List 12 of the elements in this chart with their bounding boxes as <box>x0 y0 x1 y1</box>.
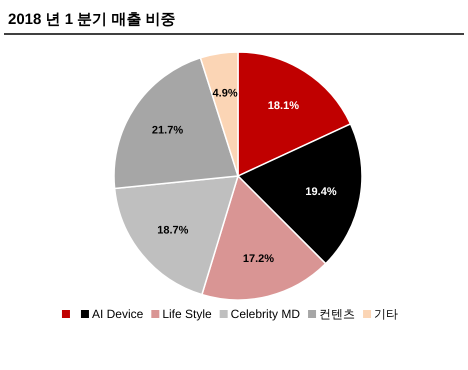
legend-label: 기타 <box>374 307 398 321</box>
data-label: 18.7% <box>157 224 189 237</box>
chart-title: 2018 년 1 분기 매출 비중 <box>8 11 176 28</box>
data-label: 4.9% <box>212 88 238 100</box>
legend-label: 컨텐츠 <box>319 307 356 321</box>
data-label: 17.2% <box>242 252 274 265</box>
legend-label: Life Style <box>162 307 212 321</box>
legend-label: Celebrity MD <box>230 307 300 321</box>
data-label: 18.1% <box>268 100 300 112</box>
data-label: 19.4% <box>305 186 337 198</box>
legend-label: AI Device <box>92 307 144 321</box>
data-label: 21.7% <box>152 124 184 137</box>
